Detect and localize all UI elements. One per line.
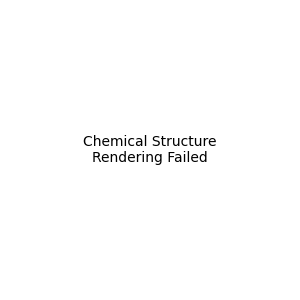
Text: Chemical Structure
Rendering Failed: Chemical Structure Rendering Failed [83, 135, 217, 165]
